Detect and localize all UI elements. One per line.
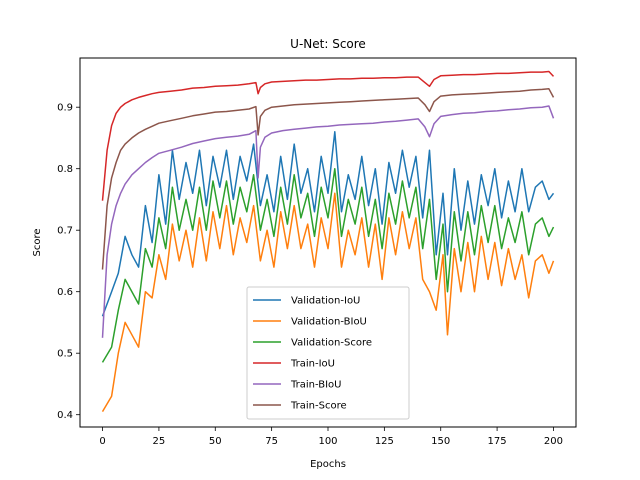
- legend-label: Validation-BIoU: [291, 317, 367, 328]
- x-tick-label: 75: [265, 436, 278, 447]
- x-tick-label: 150: [431, 436, 450, 447]
- legend: Validation-IoU Validation-BIoU Validation-…: [246, 286, 410, 420]
- y-tick-label: 0.9: [57, 103, 73, 114]
- legend-label: Train-Score: [290, 401, 347, 412]
- y-axis-ticks: 0.4 0.5 0.6 0.7 0.8 0.9: [57, 103, 80, 421]
- x-tick-label: 200: [544, 436, 563, 447]
- x-tick-label: 175: [488, 436, 507, 447]
- y-tick-label: 0.7: [57, 226, 73, 237]
- series-line-1: [101, 192, 555, 412]
- series-line-2: [101, 167, 555, 363]
- x-tick-label: 0: [99, 436, 105, 447]
- x-tick-label: 25: [153, 436, 166, 447]
- x-tick-label: 125: [375, 436, 394, 447]
- series-line-3: [101, 70, 555, 201]
- plot-lines: [101, 70, 555, 412]
- legend-label: Validation-Score: [291, 338, 372, 349]
- y-tick-label: 0.4: [57, 410, 73, 421]
- legend-label: Train-IoU: [290, 359, 335, 370]
- x-tick-label: 50: [209, 436, 222, 447]
- legend-label: Validation-IoU: [291, 296, 360, 307]
- series-line-5: [101, 88, 555, 270]
- chart-title: U-Net: Score: [290, 37, 366, 51]
- series-line-0: [101, 131, 555, 317]
- y-axis-label: Score: [32, 228, 43, 256]
- x-axis-ticks: 0 25 50 75 100 125 150 175 200: [99, 427, 563, 447]
- x-axis-label: Epochs: [310, 459, 346, 470]
- x-tick-label: 100: [318, 436, 337, 447]
- y-tick-label: 0.5: [57, 349, 73, 360]
- series-line-4: [101, 105, 555, 338]
- y-tick-label: 0.8: [57, 164, 73, 175]
- legend-label: Train-BIoU: [290, 380, 342, 391]
- legend-box: [246, 286, 410, 420]
- y-tick-label: 0.6: [57, 287, 73, 298]
